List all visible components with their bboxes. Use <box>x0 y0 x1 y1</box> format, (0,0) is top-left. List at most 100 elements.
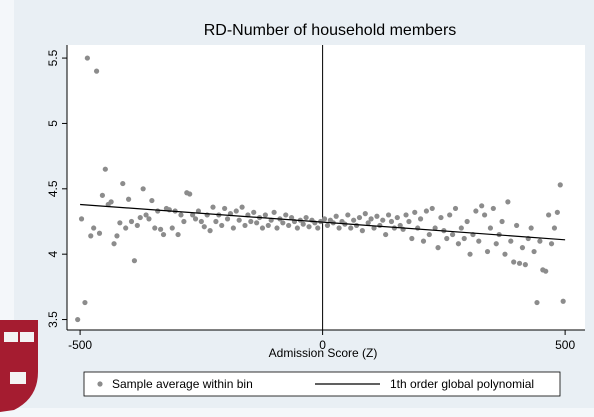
data-point <box>505 199 511 205</box>
data-point <box>198 218 204 225</box>
data-point <box>259 225 266 231</box>
data-point <box>531 248 537 255</box>
y-tick-label: 3.5 <box>46 311 60 328</box>
data-point <box>158 226 164 232</box>
legend-label: 1th order global polynomial <box>390 377 534 391</box>
data-point <box>222 205 228 212</box>
x-axis-label: Admission Score (Z) <box>269 346 378 360</box>
data-point <box>254 220 260 226</box>
data-point <box>476 238 482 244</box>
data-point <box>146 216 152 222</box>
data-point <box>149 197 155 204</box>
data-point <box>306 224 312 230</box>
data-point <box>131 258 138 264</box>
data-point <box>487 225 494 231</box>
legend-marker <box>97 381 103 387</box>
data-point <box>426 231 432 238</box>
data-point <box>368 216 374 222</box>
data-point <box>543 268 549 274</box>
data-point <box>192 216 199 222</box>
data-point <box>140 186 146 192</box>
data-point <box>409 235 415 242</box>
data-point <box>380 217 386 223</box>
data-point <box>283 212 289 218</box>
data-point <box>458 225 464 231</box>
data-point <box>178 212 184 218</box>
data-point <box>233 208 239 214</box>
data-point <box>452 205 459 212</box>
data-point <box>516 260 523 266</box>
data-point <box>560 298 566 304</box>
data-point <box>251 209 257 215</box>
data-point <box>514 222 520 229</box>
data-point <box>362 211 368 217</box>
y-tick-label: 4 <box>46 251 60 258</box>
data-point <box>111 241 117 247</box>
data-point <box>143 212 149 218</box>
data-point <box>88 233 94 239</box>
data-point <box>412 209 418 215</box>
data-point <box>288 214 295 221</box>
data-point <box>528 225 534 231</box>
data-point <box>84 55 90 61</box>
data-point <box>219 222 225 229</box>
data-point <box>345 212 351 218</box>
data-point <box>242 222 248 229</box>
data-point <box>152 225 158 231</box>
data-point <box>78 216 85 222</box>
data-point <box>99 192 106 198</box>
data-point <box>137 214 143 221</box>
data-point <box>420 238 427 244</box>
data-point <box>557 182 563 188</box>
data-point <box>493 241 499 247</box>
y-tick-label: 5.5 <box>46 49 60 66</box>
data-point <box>502 251 508 257</box>
chart-title: RD-Number of household members <box>204 22 457 39</box>
y-tick-label: 5 <box>46 120 60 127</box>
data-point <box>508 238 514 244</box>
data-point <box>548 241 555 247</box>
data-point <box>321 216 328 222</box>
data-point <box>447 212 453 218</box>
x-tick-label: 0 <box>319 338 326 352</box>
data-point <box>336 225 342 231</box>
data-point <box>385 212 392 218</box>
x-tick-label: -500 <box>68 338 92 352</box>
data-point <box>286 222 292 229</box>
fit-line <box>80 203 566 241</box>
data-point <box>554 209 560 215</box>
data-point <box>91 225 97 231</box>
data-point <box>449 231 456 238</box>
data-point <box>467 251 473 257</box>
data-point <box>96 230 103 236</box>
data-point <box>102 166 108 172</box>
data-point <box>155 208 161 214</box>
data-point <box>333 213 339 219</box>
data-point <box>236 217 242 223</box>
data-point <box>406 218 412 225</box>
data-point <box>499 218 505 225</box>
data-point <box>397 222 403 229</box>
data-point <box>187 191 193 197</box>
data-point <box>134 222 140 229</box>
data-point <box>444 235 450 242</box>
data-point <box>546 212 552 218</box>
data-point <box>303 214 309 221</box>
data-point <box>169 225 175 231</box>
data-point <box>262 212 268 218</box>
data-point <box>461 235 467 242</box>
data-point <box>114 233 120 239</box>
data-point <box>511 259 517 265</box>
data-point <box>394 214 400 221</box>
data-point <box>82 299 88 306</box>
data-point <box>93 68 100 74</box>
data-point <box>75 316 81 323</box>
data-point <box>207 228 213 234</box>
data-point <box>353 222 360 229</box>
plot-area <box>67 45 585 330</box>
data-point <box>351 217 357 223</box>
data-point <box>265 222 271 229</box>
data-point <box>123 225 129 231</box>
data-point <box>377 222 383 229</box>
